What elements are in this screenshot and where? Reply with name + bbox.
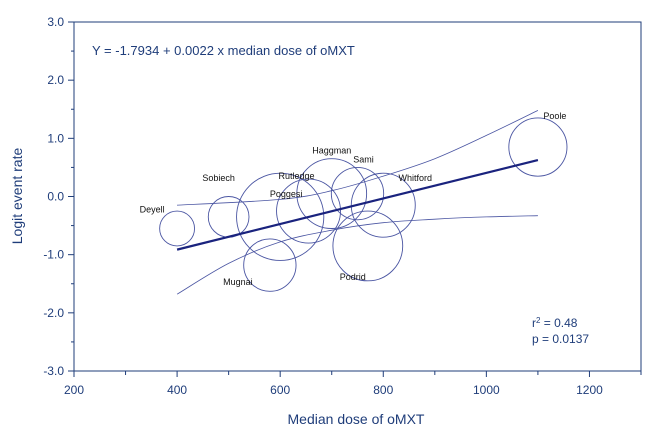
y-axis-title: Logit event rate xyxy=(9,148,25,245)
y-tick-label: 1.0 xyxy=(47,131,64,145)
label-sami: Sami xyxy=(353,155,374,165)
bubble-sami xyxy=(330,166,385,221)
bubble-deyell xyxy=(159,210,195,247)
x-tick-label: 600 xyxy=(270,383,290,397)
r-squared-superscript: 2 xyxy=(536,316,541,325)
bubble-mugnai xyxy=(243,238,297,292)
y-tick-label: -1.0 xyxy=(43,248,64,262)
bubble-podrid xyxy=(332,210,404,282)
bubble-rutledge xyxy=(276,178,341,244)
label-poole: Poole xyxy=(543,111,566,121)
x-tick-label: 200 xyxy=(64,383,84,397)
label-rutledge: Rutledge xyxy=(279,171,315,181)
label-poggesi: Poggesi xyxy=(270,189,303,199)
y-tick-label: 3.0 xyxy=(47,15,64,29)
y-tick-label: -3.0 xyxy=(43,364,64,378)
label-podrid: Podrid xyxy=(340,272,366,282)
x-tick-label: 800 xyxy=(373,383,393,397)
label-sobiech: Sobiech xyxy=(202,173,235,183)
y-tick-label: 2.0 xyxy=(47,73,64,87)
x-axis: 200 400 600 800 1000 1200 xyxy=(64,371,642,397)
r-squared-value: = 0.48 xyxy=(540,316,577,330)
label-whitford: Whitford xyxy=(399,173,433,183)
bubble-poggesi xyxy=(236,172,325,261)
label-haggman: Haggman xyxy=(312,146,351,156)
y-axis: -3.0 -2.0 -1.0 0.0 1.0 2.0 3.0 xyxy=(43,15,74,378)
regression-equation: Y = -1.7934 + 0.0022 x median dose of oM… xyxy=(92,43,355,58)
x-tick-label: 400 xyxy=(167,383,187,397)
confidence-band-lower xyxy=(176,215,538,295)
bubble-poole xyxy=(508,117,568,177)
regression-line xyxy=(176,158,539,251)
confidence-band xyxy=(176,110,539,295)
label-deyell: Deyell xyxy=(140,204,165,214)
r-squared-stat: r2 = 0.48 xyxy=(532,316,578,331)
r-squared-prefix: r xyxy=(532,316,536,330)
x-axis-title: Median dose of oMXT xyxy=(288,411,425,427)
bubble-haggman xyxy=(296,158,368,229)
x-tick-label: 1200 xyxy=(576,383,603,397)
confidence-band-upper xyxy=(177,110,539,206)
bubble-whitford xyxy=(350,172,416,238)
y-tick-label: -2.0 xyxy=(43,306,64,320)
data-points xyxy=(159,117,568,292)
x-tick-label: 1000 xyxy=(473,383,500,397)
p-value-stat: p = 0.0137 xyxy=(532,332,589,346)
label-mugnai: Mugnai xyxy=(223,277,253,287)
y-tick-label: 0.0 xyxy=(47,190,64,204)
regression-group xyxy=(176,158,539,251)
